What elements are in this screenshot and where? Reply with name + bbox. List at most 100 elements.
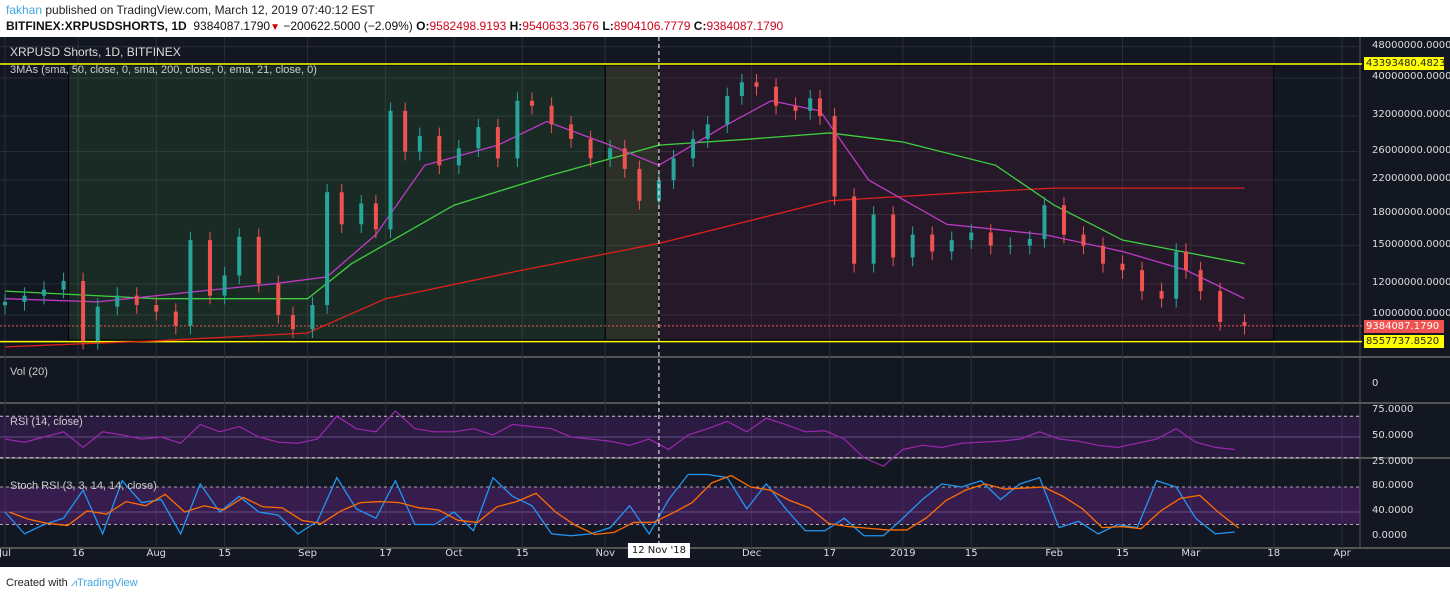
candle-body: [1101, 245, 1105, 264]
volume-axis-zero: 0: [1372, 378, 1379, 389]
candle-body: [656, 180, 661, 201]
candle-body: [207, 240, 212, 296]
candle-body: [437, 135, 442, 166]
candle-body: [832, 116, 837, 197]
time-axis-label: Aug: [146, 548, 167, 559]
candle-body: [871, 214, 876, 264]
low-value: 8904106.7779: [613, 19, 691, 33]
change: −200622.5000 (−2.09%): [283, 19, 413, 33]
candle-body: [930, 234, 935, 252]
price-axis-label: 12000000.0000: [1372, 276, 1450, 288]
rsi-label[interactable]: RSI (14, close): [10, 416, 83, 428]
stoch-rsi-label[interactable]: Stoch RSI (3, 3, 14, 14, close): [10, 480, 157, 492]
rsi-axis-label: 50.0000: [1372, 430, 1414, 441]
candle-body: [569, 124, 574, 139]
time-axis-label: 15: [964, 548, 978, 559]
rsi-axis-label: 25.0000: [1372, 456, 1414, 467]
author-link[interactable]: fakhan: [6, 3, 43, 17]
candle-body: [290, 315, 295, 330]
stoch-d-line: [8, 474, 1240, 536]
lower-level-badge: 8557737.8520: [1364, 335, 1444, 348]
price-axis-label: 10000000.0000: [1372, 308, 1450, 319]
candle-body: [359, 203, 364, 225]
candle-body: [793, 105, 798, 111]
candle-body: [1027, 238, 1032, 246]
candle-body: [1218, 291, 1223, 322]
down-triangle-icon: ▼: [270, 22, 281, 33]
high-label: H:: [509, 19, 523, 33]
time-axis-label: 2019: [890, 548, 916, 559]
candle-body: [476, 127, 481, 149]
low-label: L:: [602, 19, 614, 33]
candle-body: [1183, 251, 1188, 271]
candle-body: [388, 110, 393, 230]
candle-body: [1159, 291, 1164, 299]
candle-body: [530, 100, 535, 106]
candle-body: [969, 232, 974, 241]
candle-body: [808, 98, 813, 111]
publish-date: published on TradingView.com, March 12, …: [45, 3, 375, 17]
volume-label[interactable]: Vol (20): [10, 366, 48, 378]
time-axis-label: Mar: [1181, 548, 1201, 559]
candle-body: [188, 240, 193, 326]
candle-body: [222, 275, 227, 296]
candle-body: [1140, 270, 1145, 292]
candle-body: [1242, 321, 1247, 326]
open-label: O:: [416, 19, 430, 33]
stoch-axis-label: 40.0000: [1372, 505, 1414, 516]
candle-body: [3, 301, 7, 306]
time-axis-label: 16: [71, 548, 85, 559]
upper-level-badge: 43393480.4823: [1364, 57, 1446, 70]
chart-svg[interactable]: [0, 37, 1450, 567]
olive-zone-box: [604, 64, 660, 341]
price-axis-label: 48000000.0000: [1372, 39, 1450, 51]
stoch-axis-label: 0.0000: [1372, 530, 1407, 541]
symbol-info: BITFINEX:XRPUSDSHORTS, 1D 9384087.1790▼ …: [6, 19, 783, 33]
time-axis-label: Oct: [445, 548, 463, 559]
stoch-axis-label: 80.0000: [1372, 480, 1414, 491]
ma-indicator-label[interactable]: 3MAs (sma, 50, close, 0, sma, 200, close…: [10, 64, 317, 76]
candle-body: [403, 110, 408, 152]
pink-zone-box: [658, 64, 1275, 341]
close-label: C:: [693, 19, 707, 33]
footer: Created with ⩘TradingView: [6, 577, 138, 590]
candle-body: [456, 148, 461, 166]
candle-body: [1120, 263, 1125, 271]
price-axis-label: 22000000.0000: [1372, 173, 1450, 185]
candle-body: [22, 295, 27, 302]
price-axis-label: 40000000.0000: [1372, 70, 1450, 82]
candle-body: [1008, 245, 1013, 247]
candle-body: [339, 192, 344, 225]
candle-body: [310, 305, 315, 330]
candle-body: [1061, 205, 1066, 235]
time-axis-label: 18: [1267, 548, 1281, 559]
time-axis-label: Jul: [0, 548, 12, 559]
time-axis-label: Sep: [298, 548, 317, 559]
time-axis-label: 15: [1116, 548, 1129, 559]
candle-body: [910, 234, 915, 258]
rsi-line: [4, 410, 1235, 467]
candle-body: [988, 232, 993, 246]
candle-body: [256, 236, 261, 284]
tradingview-logo-icon: ⩘: [70, 577, 78, 589]
candle-body: [852, 196, 857, 264]
time-axis-label: Nov: [595, 548, 615, 559]
crosshair-date-label: 12 Nov '18: [627, 543, 690, 558]
candle-body: [817, 98, 822, 117]
candle-body: [588, 138, 593, 159]
open-value: 9582498.9193: [429, 19, 507, 33]
chart-canvas[interactable]: [0, 37, 1450, 567]
tradingview-link[interactable]: TradingView: [77, 577, 138, 589]
symbol: BITFINEX:XRPUSDSHORTS, 1D: [6, 19, 187, 33]
candle-body: [115, 295, 120, 307]
time-axis-label: Feb: [1045, 548, 1064, 559]
candle-body: [154, 305, 159, 312]
candle-body: [515, 100, 520, 159]
ema21-line: [4, 100, 1245, 303]
publish-info: fakhan published on TradingView.com, Mar…: [6, 3, 375, 17]
candle-body: [95, 306, 100, 341]
candle-body: [325, 192, 330, 306]
candle-body: [691, 138, 696, 159]
rsi-axis-label: 75.0000: [1372, 404, 1414, 415]
stoch-k-line: [4, 473, 1235, 537]
